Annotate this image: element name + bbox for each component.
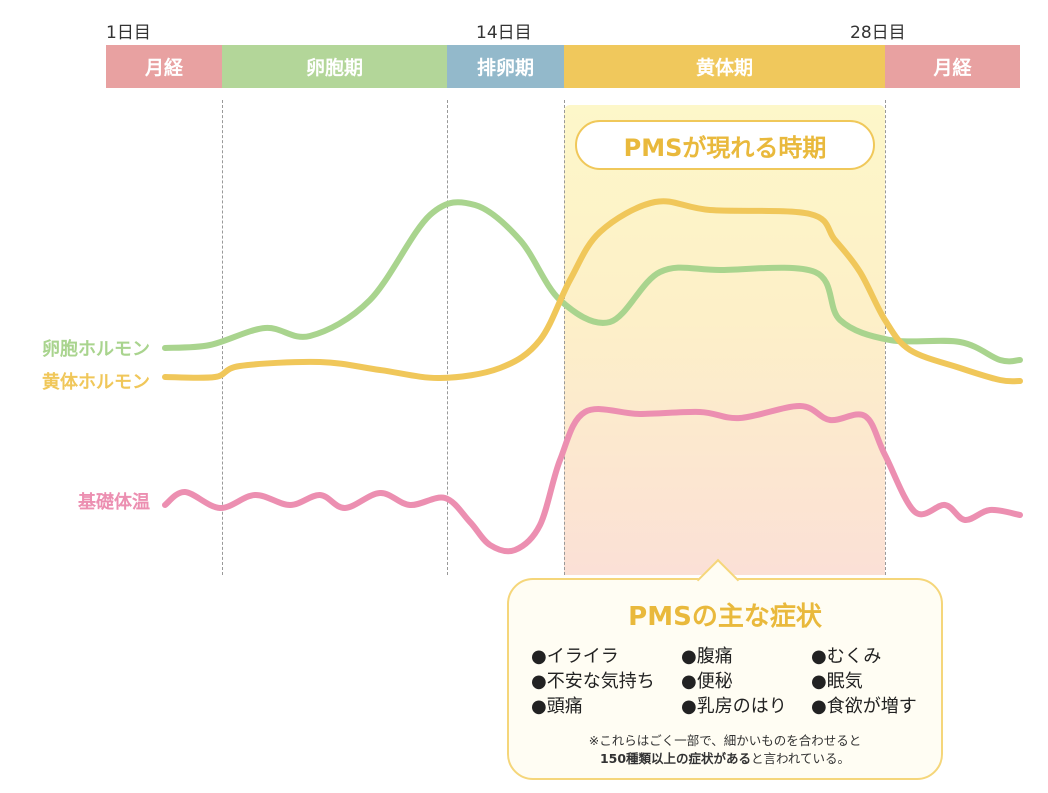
note-line-1: ※これらはごく一部で、細かいものを合わせると	[588, 733, 862, 748]
day-28-label: 28日目	[850, 23, 906, 43]
symptom-item: ●イライラ	[531, 646, 619, 667]
basal-temperature-label: 基礎体温	[78, 492, 150, 513]
note-rest: と言われている。	[751, 751, 851, 766]
symptoms-title: PMSの主な症状	[628, 602, 822, 632]
phase-luteal: 黄体期	[564, 45, 885, 88]
pms-period-label: PMSが現れる時期	[575, 120, 875, 170]
basal-temperature-curve	[162, 402, 1023, 555]
day-1-label: 1日目	[106, 23, 151, 43]
note-bold: 150種類以上の症状がある	[599, 751, 752, 766]
phase-ovulation: 排卵期	[447, 45, 564, 88]
symptom-item: ●乳房のはり	[681, 696, 787, 717]
symptom-item: ●むくみ	[811, 646, 882, 667]
phase-follicular: 卵胞期	[222, 45, 447, 88]
progesterone-label: 黄体ホルモン	[42, 372, 150, 393]
estrogen-label: 卵胞ホルモン	[42, 339, 150, 360]
symptom-item: ●眠気	[811, 671, 863, 692]
pms-period-highlight	[564, 105, 885, 575]
phase-menstruation: 月経	[106, 45, 222, 88]
symptom-item: ●不安な気持ち	[531, 671, 655, 692]
estrogen-curve	[162, 199, 1023, 365]
day-14-label: 14日目	[476, 23, 532, 43]
divider	[564, 100, 565, 575]
symptom-item: ●食欲が増す	[811, 696, 917, 717]
divider	[447, 100, 448, 575]
symptom-item: ●便秘	[681, 671, 733, 692]
symptom-item: ●腹痛	[681, 646, 733, 667]
phase-menstruation-next: 月経	[885, 45, 1020, 88]
progesterone-curve	[162, 198, 1023, 385]
divider	[222, 100, 223, 575]
symptoms-box: PMSの主な症状 ●イライラ ●不安な気持ち ●頭痛 ●腹痛 ●便秘 ●乳房のは…	[507, 578, 943, 780]
symptom-item: ●頭痛	[531, 696, 583, 717]
note-line-2: 150種類以上の症状があると言われている。	[509, 748, 941, 767]
